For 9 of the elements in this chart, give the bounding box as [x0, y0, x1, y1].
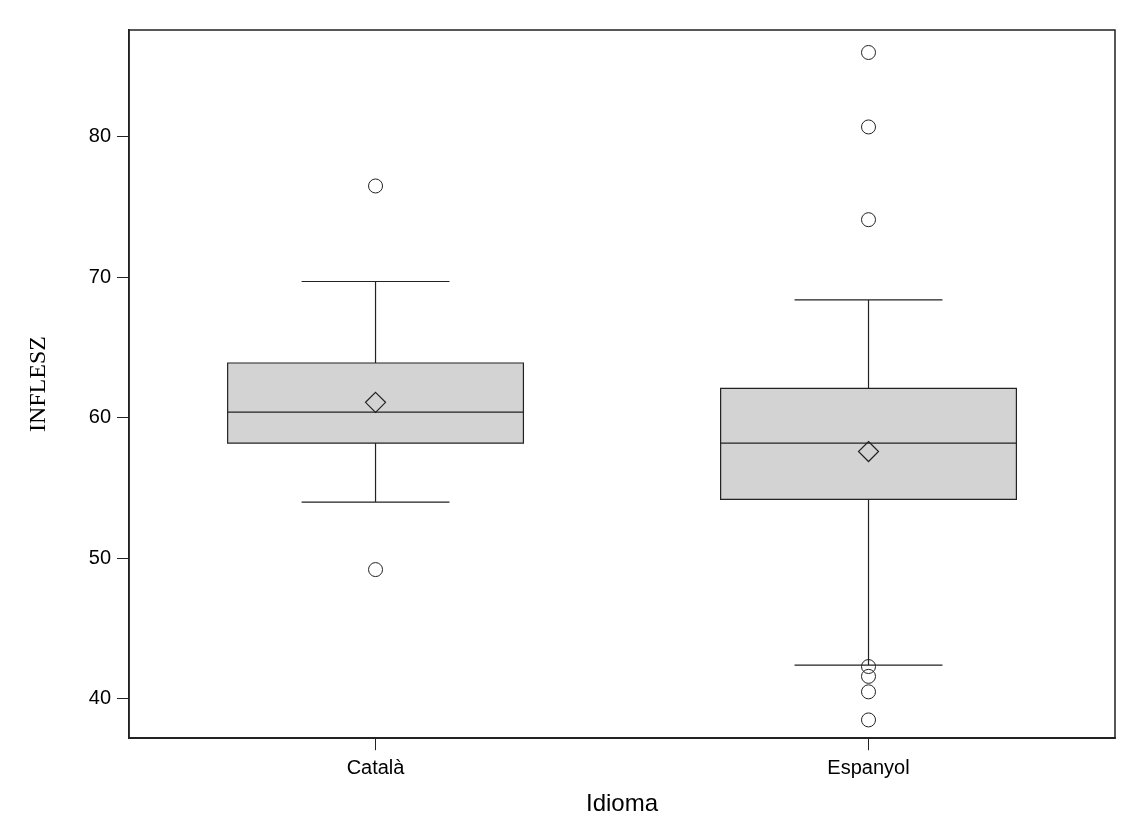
y-axis-title: INFLESZ — [23, 336, 50, 433]
x-axis-title: Idioma — [586, 789, 659, 817]
y-tick-label: 70 — [88, 264, 112, 287]
x-tick-label: Espanyol — [827, 755, 910, 778]
y-tick-label: 40 — [88, 686, 112, 709]
y-tick-label: 80 — [88, 124, 112, 147]
y-tick-label: 60 — [88, 405, 112, 428]
x-tick-label: Català — [346, 755, 406, 778]
y-tick-label: 50 — [88, 545, 112, 568]
